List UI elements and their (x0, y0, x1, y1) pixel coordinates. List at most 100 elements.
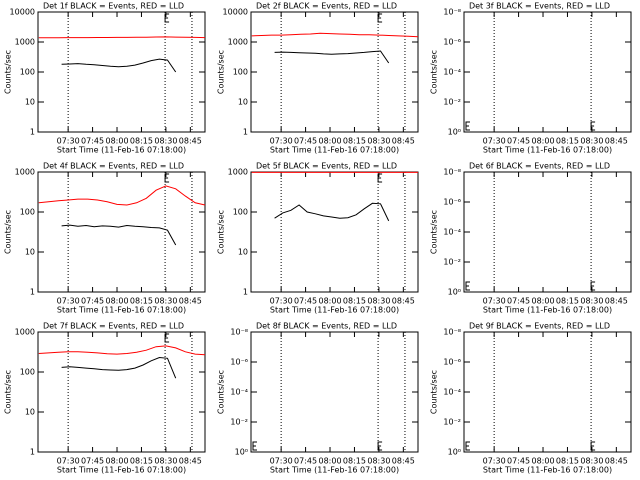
y-axis-label: Counts/sec (4, 50, 13, 94)
y-tick-label: 10⁻² (443, 98, 461, 107)
flag-symbol (252, 441, 257, 451)
y-tick-label: 10 (238, 248, 248, 257)
y-tick-label: 10⁻⁸ (230, 328, 248, 337)
y-tick-label: 1 (30, 128, 35, 137)
x-tick-label: 08:45 (392, 457, 415, 466)
y-tick-label: 10 (25, 98, 35, 107)
flag-symbol (465, 441, 470, 451)
x-axis-label: Start Time (11-Feb-16 07:18:00) (270, 306, 399, 315)
x-tick-label: 08:15 (556, 137, 579, 146)
y-axis-label: Counts/sec (4, 370, 13, 414)
x-tick-label: 08:00 (105, 457, 128, 466)
y-tick-label: 10⁻⁸ (443, 8, 461, 17)
flag-symbol (377, 441, 383, 451)
panel-title: Det 3f BLACK = Events, RED = LLD (469, 2, 610, 11)
x-tick-label: 08:30 (367, 457, 390, 466)
flag-symbol (465, 281, 470, 291)
plot-frame (250, 331, 419, 453)
flag-symbol (164, 333, 170, 343)
x-tick-label: 08:30 (580, 297, 603, 306)
y-tick-label: 1000 (15, 168, 35, 177)
x-tick-label: 08:45 (605, 297, 628, 306)
y-axis-label: Counts/sec (217, 210, 226, 254)
y-axis-label: Counts/sec (430, 370, 439, 414)
x-tick-label: 08:00 (105, 297, 128, 306)
x-tick-label: 08:30 (154, 457, 177, 466)
x-tick-label: 08:15 (130, 137, 153, 146)
x-tick-label: 07:45 (507, 137, 530, 146)
x-tick-label: 08:45 (179, 297, 202, 306)
panel-title: Det 2f BLACK = Events, RED = LLD (256, 2, 397, 11)
flag-symbol (465, 121, 470, 131)
series-line (38, 345, 206, 356)
panel-title: Det 5f BLACK = Events, RED = LLD (256, 162, 397, 171)
x-tick-label: 08:30 (367, 137, 390, 146)
y-tick-label: 10⁻⁴ (443, 228, 461, 237)
x-tick-label: 07:30 (57, 137, 80, 146)
panel-title: Det 1f BLACK = Events, RED = LLD (43, 2, 184, 11)
x-tick-label: 08:30 (580, 457, 603, 466)
flag-symbol (164, 13, 170, 23)
x-tick-label: 08:30 (154, 137, 177, 146)
y-axis-label: Counts/sec (430, 50, 439, 94)
flag-symbol (590, 281, 596, 291)
y-tick-label: 10⁻⁸ (443, 328, 461, 337)
y-tick-label: 1 (243, 288, 248, 297)
x-axis-label: Start Time (11-Feb-16 07:18:00) (483, 306, 612, 315)
plot-frame (250, 11, 419, 133)
panel-title: Det 7f BLACK = Events, RED = LLD (43, 322, 184, 331)
x-tick-label: 08:15 (343, 297, 366, 306)
series-line (38, 36, 206, 39)
x-tick-label: 07:45 (81, 137, 104, 146)
y-tick-label: 10⁻⁶ (443, 198, 461, 207)
flag-symbol (164, 173, 170, 183)
x-tick-label: 08:00 (105, 137, 128, 146)
x-tick-label: 07:30 (483, 457, 506, 466)
x-tick-label: 08:00 (318, 137, 341, 146)
y-tick-label: 10⁻⁴ (443, 68, 461, 77)
y-tick-label: 100 (20, 368, 35, 377)
panel-title: Det 4f BLACK = Events, RED = LLD (43, 162, 184, 171)
series-line (61, 356, 177, 379)
flag-symbol (377, 13, 383, 23)
x-tick-label: 08:00 (531, 457, 554, 466)
x-tick-label: 08:15 (130, 297, 153, 306)
x-axis-label: Start Time (11-Feb-16 07:18:00) (57, 466, 186, 475)
y-tick-label: 10⁰ (448, 128, 461, 137)
y-tick-label: 10⁻⁴ (443, 388, 461, 397)
x-tick-label: 07:30 (57, 297, 80, 306)
flag-symbol (590, 121, 596, 131)
x-tick-label: 07:30 (483, 297, 506, 306)
y-tick-label: 10⁻⁴ (230, 388, 248, 397)
x-tick-label: 07:45 (507, 297, 530, 306)
panel-title: Det 6f BLACK = Events, RED = LLD (469, 162, 610, 171)
y-tick-label: 100 (233, 208, 248, 217)
plot-frame (37, 331, 206, 453)
flag-symbol (590, 441, 596, 451)
x-tick-label: 07:45 (294, 457, 317, 466)
series-line (38, 185, 206, 206)
x-tick-label: 07:30 (270, 137, 293, 146)
y-axis-label: Counts/sec (217, 370, 226, 414)
y-tick-label: 1 (243, 128, 248, 137)
x-tick-label: 08:15 (343, 457, 366, 466)
x-axis-label: Start Time (11-Feb-16 07:18:00) (270, 146, 399, 155)
x-tick-label: 08:00 (531, 137, 554, 146)
x-tick-label: 08:45 (392, 137, 415, 146)
y-tick-label: 10 (25, 248, 35, 257)
x-tick-label: 07:45 (294, 137, 317, 146)
plot-frame (463, 171, 632, 293)
x-axis-label: Start Time (11-Feb-16 07:18:00) (57, 306, 186, 315)
flag-symbol (377, 173, 383, 183)
y-tick-label: 10⁻² (443, 258, 461, 267)
plot-frame (250, 171, 419, 293)
y-tick-label: 100 (20, 208, 35, 217)
y-tick-label: 10⁰ (448, 448, 461, 457)
x-tick-label: 08:00 (318, 297, 341, 306)
x-tick-label: 07:45 (507, 457, 530, 466)
y-tick-label: 100 (20, 68, 35, 77)
x-tick-label: 08:00 (531, 297, 554, 306)
x-axis-label: Start Time (11-Feb-16 07:18:00) (270, 466, 399, 475)
x-tick-label: 07:30 (270, 457, 293, 466)
